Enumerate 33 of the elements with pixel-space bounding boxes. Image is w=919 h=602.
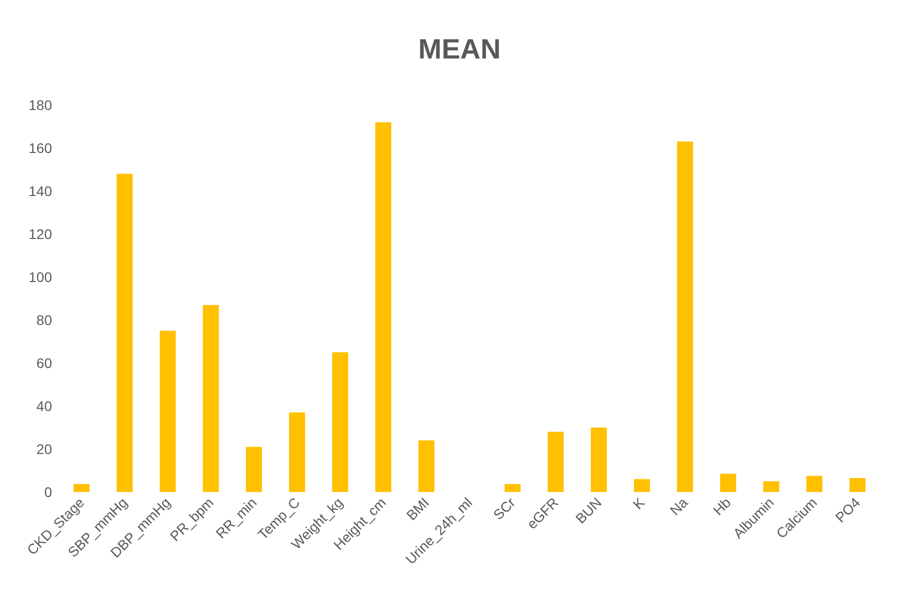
- bar: [418, 440, 434, 492]
- bar: [116, 174, 133, 492]
- bar: [763, 481, 780, 492]
- y-tick-label: 0: [44, 484, 52, 500]
- bar: [202, 304, 219, 492]
- bar: [74, 484, 90, 492]
- bar: [849, 478, 866, 492]
- x-tick-label: K: [630, 494, 648, 512]
- bar: [289, 412, 306, 492]
- bar: [332, 352, 348, 492]
- x-tick-label: Hb: [710, 494, 734, 518]
- y-tick-label: 100: [28, 269, 52, 285]
- y-tick-label: 140: [28, 183, 52, 199]
- y-tick-label: 180: [28, 97, 52, 113]
- bar: [160, 330, 176, 492]
- bar: [720, 474, 736, 492]
- y-tick-label: 20: [36, 441, 52, 457]
- bar: [504, 484, 521, 492]
- bar: [590, 428, 607, 492]
- bar: [806, 476, 822, 492]
- chart-title: MEAN: [418, 34, 501, 64]
- bar: [548, 432, 564, 492]
- bar: [246, 446, 262, 492]
- bar: [375, 122, 392, 492]
- x-tick-label: Na: [666, 494, 691, 518]
- y-tick-label: 80: [36, 312, 52, 328]
- y-tick-label: 120: [28, 226, 52, 242]
- bar: [677, 142, 694, 492]
- bar: [634, 479, 650, 492]
- y-tick-label: 40: [36, 398, 52, 414]
- x-tick-label: SCr: [490, 494, 518, 523]
- y-tick-label: 160: [28, 140, 52, 156]
- y-tick-label: 60: [36, 355, 52, 371]
